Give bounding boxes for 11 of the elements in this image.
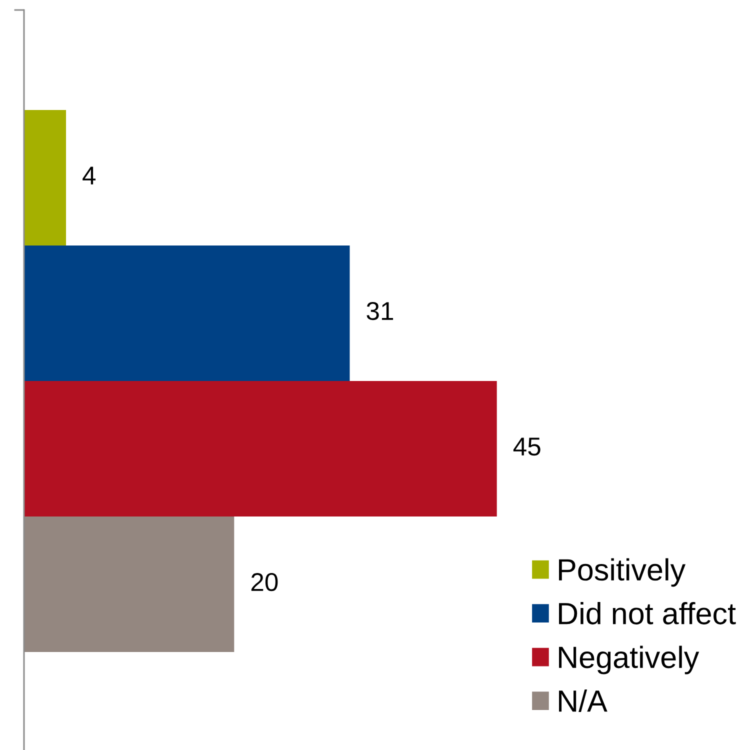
data-label: 4 (82, 166, 96, 184)
bar (24, 110, 66, 246)
bar (24, 381, 497, 517)
bar (24, 245, 350, 381)
data-label: 20 (251, 572, 278, 592)
data-label: 45 (513, 438, 540, 456)
legend-label: Negatively (559, 646, 700, 674)
data-label: 31 (366, 302, 394, 320)
legend-label: Did not affect (559, 602, 736, 624)
legend-label: N/A (559, 690, 608, 712)
legend-label: Positively (559, 558, 686, 587)
